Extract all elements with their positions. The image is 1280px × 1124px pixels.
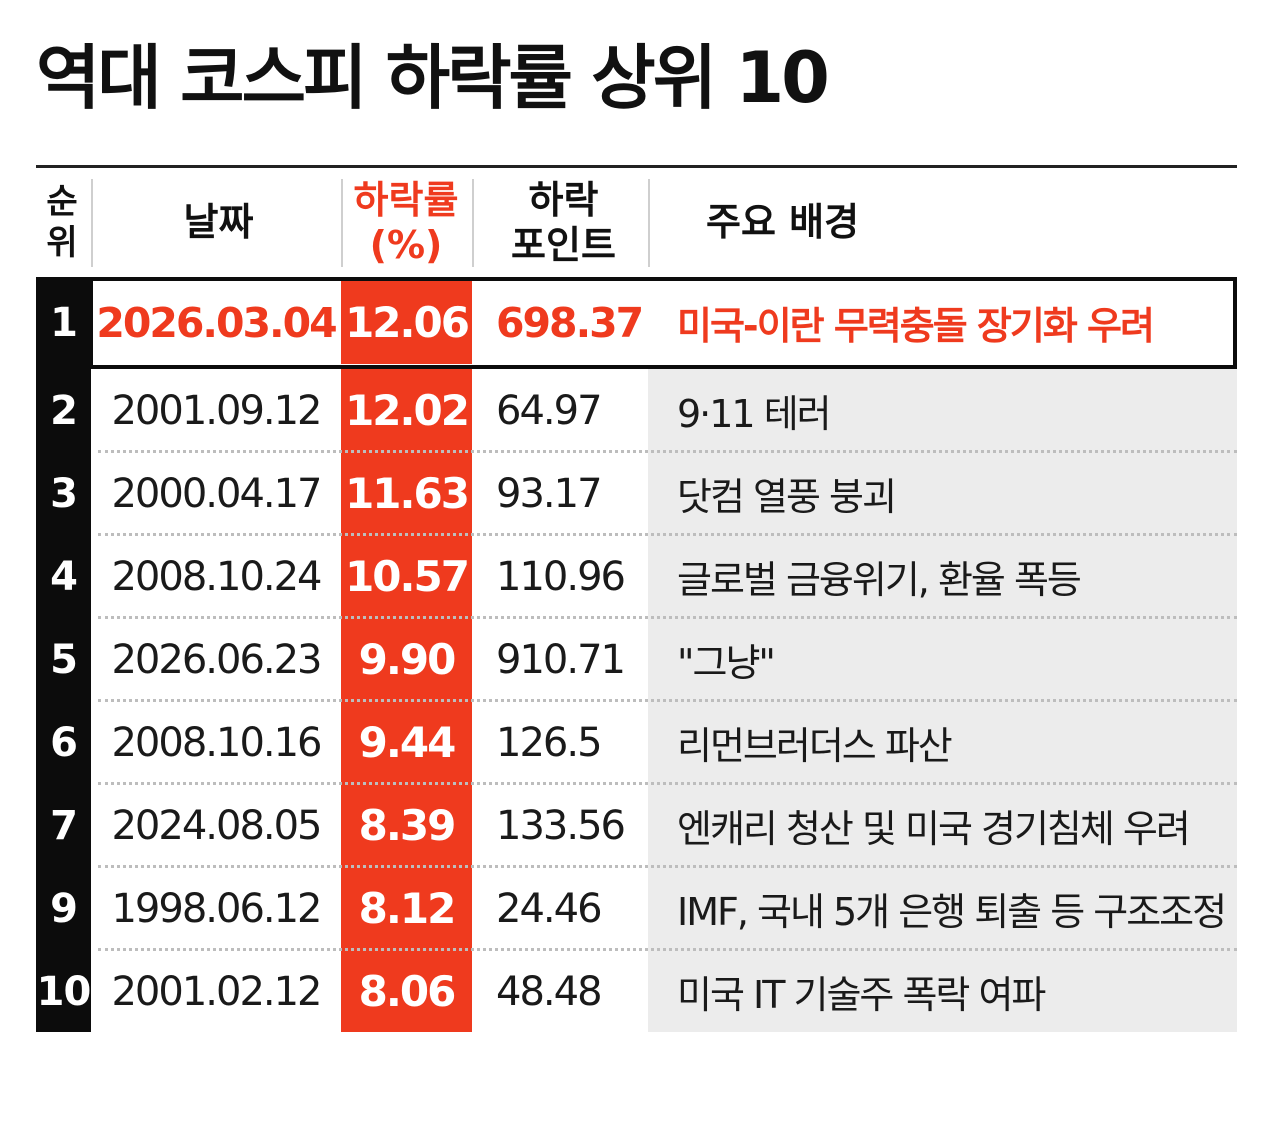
rank-cell: 7 <box>50 802 78 849</box>
table-row: 7 2024.08.05 8.39 133.56 엔캐리 청산 및 미국 경기침체 우려 <box>36 784 1237 867</box>
rank-cell: 4 <box>50 553 78 600</box>
table-row: 4 2008.10.24 10.57 110.96 글로벌 금융위기, 환율 폭등 <box>36 535 1237 618</box>
rank-cell: 5 <box>50 636 78 683</box>
rank-cell: 2 <box>50 387 78 434</box>
rank-cell: 3 <box>50 470 78 517</box>
points-cell: 110.96 <box>496 553 626 600</box>
header-rate-line1: 하락률 <box>353 177 459 222</box>
background-cell: 9·11 테러 <box>677 392 832 436</box>
header-background-label: 주요 배경 <box>706 200 860 245</box>
date-cell: 2024.08.05 <box>111 802 322 849</box>
date-cell: 2026.03.04 <box>96 298 337 347</box>
rank-cell: 10 <box>36 968 92 1015</box>
date-column-fill <box>91 277 341 1032</box>
date-cell: 2026.06.23 <box>111 636 322 683</box>
header-divider <box>91 179 93 267</box>
rate-cell: 11.63 <box>345 469 470 518</box>
header-divider <box>472 179 474 267</box>
date-cell: 2008.10.16 <box>111 719 322 766</box>
points-cell: 93.17 <box>496 470 603 517</box>
rate-cell: 10.57 <box>345 552 470 601</box>
top-rule <box>36 165 1237 168</box>
row-divider <box>98 699 1237 702</box>
background-cell: IMF, 국내 5개 은행 퇴출 등 구조조정 <box>677 890 1227 934</box>
points-cell: 910.71 <box>496 636 626 683</box>
header-points-line2: 포인트 <box>511 222 616 267</box>
table-row: 6 2008.10.16 9.44 126.5 리먼브러더스 파산 <box>36 701 1237 784</box>
points-cell: 48.48 <box>496 968 603 1015</box>
rate-cell: 9.44 <box>358 718 457 767</box>
points-column-fill <box>472 277 648 1032</box>
header-rank-line1: 순 <box>46 182 78 223</box>
ranking-table: 순 위 날짜 하락률 (%) 하락 포인트 주요 배경 1 2026.03.04 1… <box>36 165 1237 1032</box>
rank-cell: 1 <box>50 299 78 346</box>
row-divider <box>98 948 1237 951</box>
header-points-line1: 하락 <box>528 177 599 222</box>
points-cell: 126.5 <box>496 719 603 766</box>
table-row: 9 1998.06.12 8.12 24.46 IMF, 국내 5개 은행 퇴출 등 구… <box>36 867 1237 950</box>
header-rate-line2: (%) <box>369 222 443 267</box>
date-cell: 1998.06.12 <box>111 885 322 932</box>
date-cell: 2000.04.17 <box>111 470 322 517</box>
header-date: 날짜 <box>96 168 341 277</box>
points-cell: 698.37 <box>496 298 644 347</box>
header-divider <box>341 179 343 267</box>
date-cell: 2001.02.12 <box>111 968 322 1015</box>
points-cell: 133.56 <box>496 802 626 849</box>
rate-cell: 12.06 <box>341 281 472 364</box>
row-divider <box>98 533 1237 536</box>
header-rank-line2: 위 <box>46 222 78 263</box>
row-divider <box>98 865 1237 868</box>
header-rank: 순 위 <box>36 168 88 277</box>
header-divider <box>648 179 650 267</box>
rate-cell: 12.02 <box>345 386 470 435</box>
date-cell: 2008.10.24 <box>111 553 322 600</box>
background-cell: 리먼브러더스 파산 <box>677 724 953 768</box>
rate-cell: 9.90 <box>358 635 457 684</box>
rate-column-bar <box>341 277 472 1032</box>
background-cell: 미국 IT 기술주 폭락 여파 <box>677 973 1046 1017</box>
points-cell: 64.97 <box>496 387 603 434</box>
background-cell: 글로벌 금융위기, 환율 폭등 <box>677 558 1082 602</box>
background-cell: "그냥" <box>677 641 776 685</box>
background-column-fill <box>648 277 1237 1032</box>
row-divider <box>98 616 1237 619</box>
background-cell: 미국-이란 무력충돌 장기화 우려 <box>677 304 1155 348</box>
points-cell: 24.46 <box>496 885 603 932</box>
rank-cell: 9 <box>50 885 78 932</box>
background-cell: 닷컴 열풍 붕괴 <box>677 475 897 519</box>
header-rate: 하락률 (%) <box>341 168 471 277</box>
rate-cell: 8.06 <box>358 967 457 1016</box>
table-row: 2 2001.09.12 12.02 64.97 9·11 테러 <box>36 369 1237 452</box>
rank-cell: 6 <box>50 719 78 766</box>
highlight-box <box>89 277 1237 369</box>
rate-cell: 8.39 <box>358 801 457 850</box>
table-row: 1 2026.03.04 12.06 698.37 미국-이란 무력충돌 장기화 우려 <box>36 281 1237 364</box>
row-divider <box>98 782 1237 785</box>
header-date-label: 날짜 <box>183 200 254 245</box>
table-row: 5 2026.06.23 9.90 910.71 "그냥" <box>36 618 1237 701</box>
row-divider <box>98 450 1237 453</box>
table-row: 3 2000.04.17 11.63 93.17 닷컴 열풍 붕괴 <box>36 452 1237 535</box>
header-background: 주요 배경 <box>651 168 1237 277</box>
page-title: 역대 코스피 하락률 상위 10 <box>36 37 830 119</box>
rank-column-bar <box>36 277 91 1032</box>
date-cell: 2001.09.12 <box>111 387 322 434</box>
header-points: 하락 포인트 <box>476 168 651 277</box>
table-row: 10 2001.02.12 8.06 48.48 미국 IT 기술주 폭락 여파 <box>36 950 1237 1033</box>
rate-cell: 8.12 <box>358 884 457 933</box>
background-cell: 엔캐리 청산 및 미국 경기침체 우려 <box>677 807 1191 851</box>
